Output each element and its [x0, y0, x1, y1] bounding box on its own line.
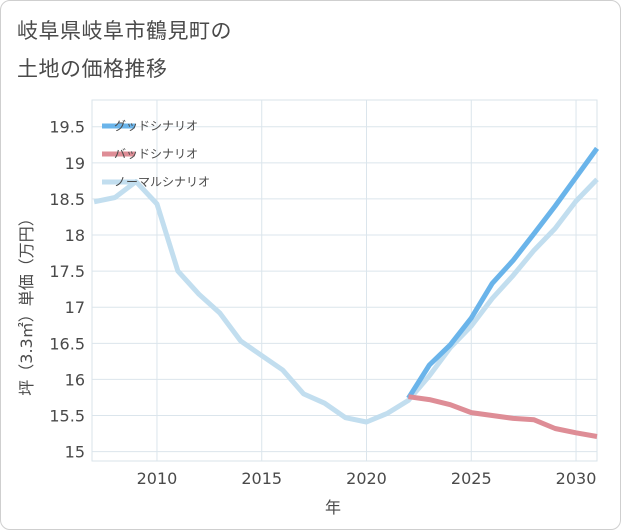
series-lines: [93, 146, 600, 439]
y-tick-label: 15.5: [49, 407, 85, 426]
tick-labels: 15 15.5 16 16.5 17 17.5 18 18.5 19 19.5 2010 2015 20…: [49, 118, 596, 488]
y-tick-label: 19: [65, 154, 85, 173]
legend-label-normal: ノーマルシナリオ: [114, 175, 210, 189]
series-line-normal: [93, 177, 599, 425]
y-tick-label: 18.5: [49, 190, 85, 209]
y-tick-label: 17.5: [49, 262, 85, 281]
y-tick-label: 18: [65, 226, 85, 245]
x-tick-label: 2025: [451, 469, 492, 488]
y-tick-label: 16: [65, 370, 85, 389]
title-line-1: 岐阜県岐阜市鶴見町の: [17, 19, 232, 43]
series-line-bad: [408, 394, 598, 439]
legend-label-bad: バッドシナリオ: [114, 147, 198, 161]
y-axis-title: 坪（3.3㎡）単価（万円）: [17, 210, 36, 395]
y-tick-label: 16.5: [49, 334, 85, 353]
x-tick-label: 2030: [556, 469, 597, 488]
legend-label-good: グッドシナリオ: [114, 119, 198, 133]
y-tick-label: 15: [65, 443, 85, 462]
y-tick-label: 19.5: [49, 118, 85, 137]
plot-area: [91, 99, 598, 462]
grid: [91, 99, 598, 462]
x-tick-label: 2020: [346, 469, 387, 488]
chart-title: 岐阜県岐阜市鶴見町の 土地の価格推移: [17, 12, 232, 88]
y-tick-label: 17: [65, 298, 85, 317]
x-tick-label: 2010: [137, 469, 178, 488]
series-line-good: [406, 146, 600, 400]
title-line-2: 土地の価格推移: [17, 57, 168, 81]
x-axis-title: 年: [325, 498, 341, 517]
x-tick-label: 2015: [241, 469, 282, 488]
